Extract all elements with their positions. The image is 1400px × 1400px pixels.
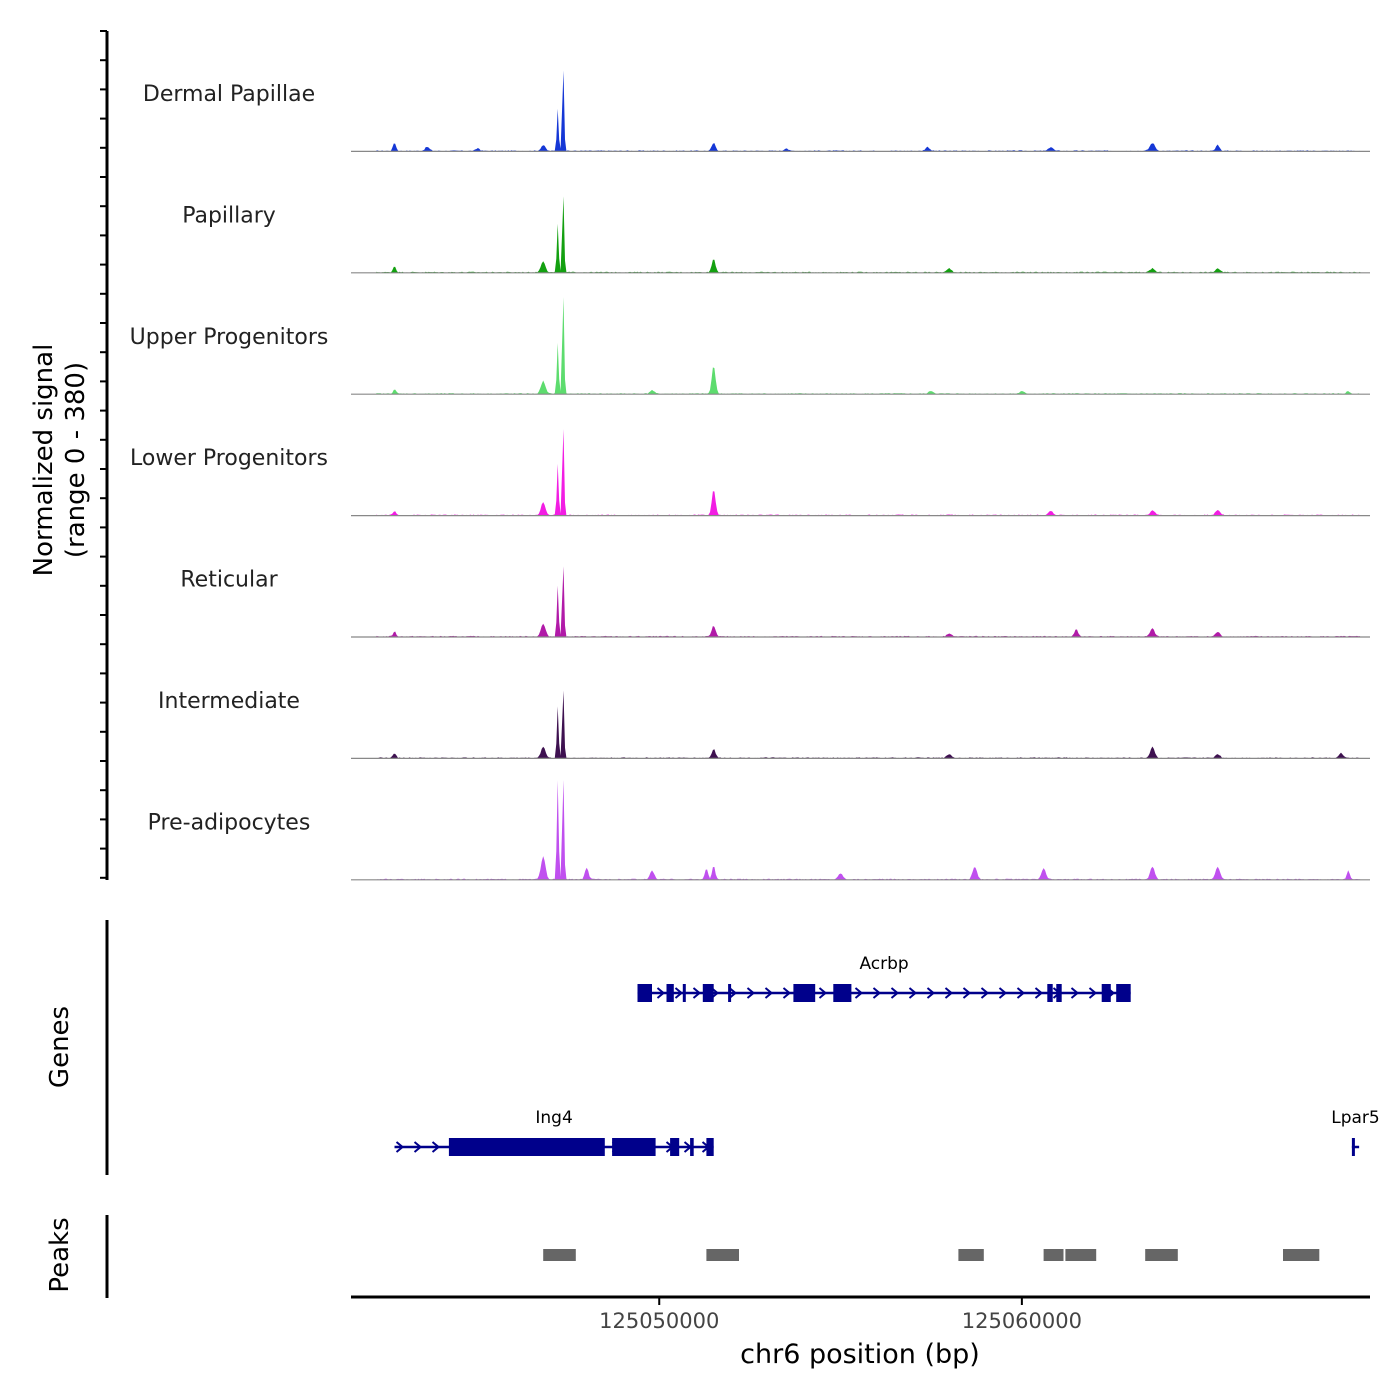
track-label-reticular: Reticular bbox=[180, 568, 278, 593]
x-tick-label: 125050000 bbox=[599, 1309, 719, 1333]
strand-arrow bbox=[1088, 987, 1098, 999]
track-papillary: Papillary bbox=[182, 196, 1370, 274]
strand-arrow bbox=[854, 987, 864, 999]
signal-area-pre-adipocytes bbox=[376, 779, 1361, 880]
gene-annotations: Acrbp Ing4 Lpar5 bbox=[394, 954, 1380, 1156]
track-label-intermediate: Intermediate bbox=[158, 689, 300, 714]
track-pre-adipocytes: Pre-adipocytes bbox=[148, 779, 1370, 881]
exon bbox=[682, 984, 686, 1002]
track-intermediate: Intermediate bbox=[158, 689, 1370, 760]
strand-arrow bbox=[395, 1141, 405, 1153]
exon bbox=[637, 984, 652, 1002]
strand-arrow bbox=[1034, 987, 1044, 999]
peak-region bbox=[1145, 1249, 1178, 1261]
peaks-panel-label: Peaks bbox=[45, 1217, 75, 1292]
signal-area-reticular bbox=[376, 566, 1361, 637]
gene-ing4: Ing4 bbox=[394, 1108, 714, 1156]
exon bbox=[728, 984, 732, 1002]
strand-arrow bbox=[728, 987, 738, 999]
exon bbox=[702, 984, 714, 1002]
track-dermal-papillae: Dermal Papillae bbox=[143, 70, 1370, 152]
peak-region bbox=[1065, 1249, 1097, 1261]
gene-lpar5: Lpar5 bbox=[1331, 1108, 1380, 1156]
strand-arrow bbox=[926, 987, 936, 999]
strand-arrow bbox=[818, 987, 828, 999]
strand-arrow bbox=[872, 987, 882, 999]
strand-arrow bbox=[908, 987, 918, 999]
gene-label-lpar5: Lpar5 bbox=[1331, 1108, 1380, 1128]
track-reticular: Reticular bbox=[180, 566, 1370, 638]
x-axis-label: chr6 position (bp) bbox=[740, 1339, 980, 1370]
strand-arrow bbox=[1070, 987, 1080, 999]
signal-axis-label-line1: Normalized signal bbox=[29, 344, 59, 577]
signal-area-papillary bbox=[376, 196, 1361, 273]
signal-axis-label-line2: (range 0 - 380) bbox=[61, 362, 91, 558]
track-label-papillary: Papillary bbox=[182, 203, 276, 228]
peak-region bbox=[543, 1249, 576, 1261]
exon bbox=[1047, 984, 1053, 1002]
track-upper-progenitors: Upper Progenitors bbox=[130, 297, 1370, 395]
exon bbox=[612, 1138, 656, 1156]
peak-region bbox=[1043, 1249, 1064, 1261]
strand-arrow bbox=[998, 987, 1008, 999]
strand-arrow bbox=[764, 987, 774, 999]
strand-arrow bbox=[962, 987, 972, 999]
gene-label-acrbp: Acrbp bbox=[859, 954, 908, 974]
peak-region bbox=[706, 1249, 739, 1261]
signal-area-lower-progenitors bbox=[376, 429, 1361, 516]
strand-arrow bbox=[944, 987, 954, 999]
strand-arrow bbox=[431, 1141, 441, 1153]
exon bbox=[1116, 984, 1131, 1002]
track-label-pre-adipocytes: Pre-adipocytes bbox=[148, 810, 311, 835]
x-axis-ticks: 125050000 125060000 bbox=[599, 1297, 1082, 1333]
strand-arrow bbox=[782, 987, 792, 999]
exon bbox=[448, 1138, 605, 1156]
exon bbox=[1351, 1138, 1355, 1156]
signal-area-intermediate bbox=[376, 690, 1361, 759]
exon bbox=[1056, 984, 1062, 1002]
exon bbox=[706, 1138, 714, 1156]
strand-arrow bbox=[1016, 987, 1026, 999]
exon bbox=[690, 1138, 694, 1156]
exon bbox=[666, 984, 674, 1002]
exon bbox=[670, 1138, 680, 1156]
signal-y-ticks bbox=[100, 30, 107, 879]
strand-arrow bbox=[980, 987, 990, 999]
strand-arrow bbox=[746, 987, 756, 999]
peak-region bbox=[1283, 1249, 1320, 1261]
track-label-lower-progenitors: Lower Progenitors bbox=[130, 446, 328, 471]
exon bbox=[1101, 984, 1111, 1002]
strand-arrow bbox=[413, 1141, 423, 1153]
track-label-dermal-papillae: Dermal Papillae bbox=[143, 82, 315, 107]
strand-arrow bbox=[674, 987, 684, 999]
signal-area-dermal-papillae bbox=[376, 70, 1361, 152]
signal-tracks: Dermal Papillae Papillary Upper Progenitor… bbox=[130, 70, 1370, 881]
genes-panel-label: Genes bbox=[45, 1006, 75, 1088]
exon bbox=[793, 984, 816, 1002]
track-label-upper-progenitors: Upper Progenitors bbox=[130, 325, 329, 350]
strand-arrow bbox=[692, 987, 702, 999]
gene-label-ing4: Ing4 bbox=[535, 1108, 572, 1128]
strand-arrow bbox=[656, 987, 666, 999]
gene-acrbp: Acrbp bbox=[637, 954, 1131, 1002]
signal-area-upper-progenitors bbox=[376, 297, 1361, 395]
strand-arrow bbox=[890, 987, 900, 999]
peak-regions bbox=[543, 1249, 1320, 1261]
track-lower-progenitors: Lower Progenitors bbox=[130, 429, 1370, 517]
peak-region bbox=[958, 1249, 984, 1261]
x-tick-label: 125060000 bbox=[962, 1309, 1082, 1333]
exon bbox=[833, 984, 852, 1002]
